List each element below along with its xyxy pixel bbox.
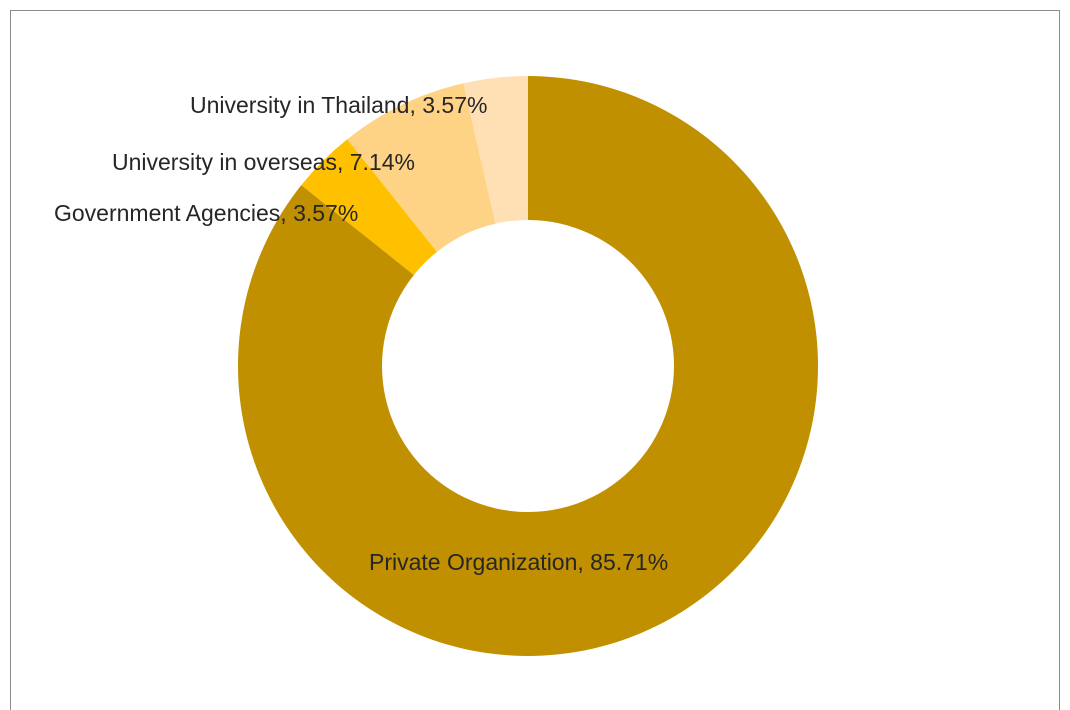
slice-private-organization xyxy=(238,76,819,656)
data-label-overseas: University in overseas, 7.14% xyxy=(112,149,415,175)
slice-university-in-thailand xyxy=(463,76,528,224)
data-label-government: Government Agencies, 3.57% xyxy=(54,200,358,226)
chart-frame xyxy=(10,10,1060,710)
slice-university-in-overseas xyxy=(347,83,496,252)
data-label-private: Private Organization, 85.71% xyxy=(369,549,668,575)
chart-slices xyxy=(238,76,819,656)
data-label-thailand: University in Thailand, 3.57% xyxy=(190,92,487,118)
slice-government-agencies xyxy=(301,139,437,275)
chart-labels: University in Thailand, 3.57% University… xyxy=(54,92,668,575)
